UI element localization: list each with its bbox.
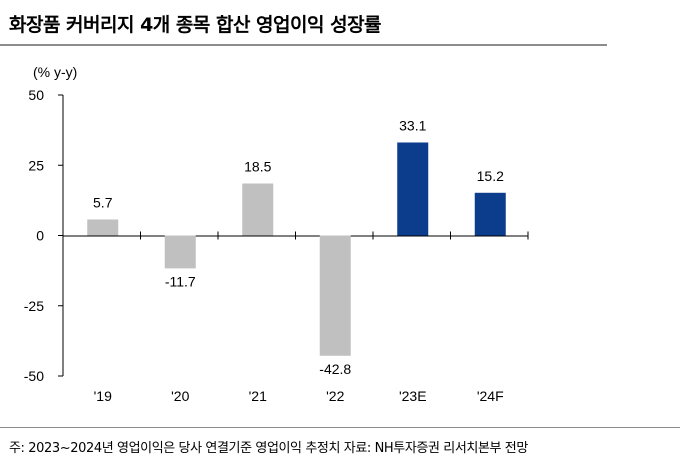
bar-chart: (% y-y) 50 25 0 -25 -50 5.7 -11.7 18.5 -42.8 33.… (24, 64, 529, 404)
y-tick-label: -25 (24, 298, 44, 314)
bar-20 (164, 235, 196, 269)
title-divider (0, 44, 607, 46)
bar-22 (319, 235, 351, 356)
data-label: -42.8 (319, 361, 351, 377)
y-axis-ticks: 50 25 0 -25 -50 (24, 87, 529, 384)
category-label: '23E (399, 388, 427, 404)
chart-title: 화장품 커버리지 4개 종목 합산 영업이익 성장률 (9, 14, 382, 36)
category-label: '24F (477, 388, 504, 404)
source-note: 주: 2023~2024년 영업이익은 당사 연결기준 영업이익 추정치 자료:… (9, 441, 528, 456)
data-label: 18.5 (244, 159, 271, 175)
category-label: '19 (94, 388, 112, 404)
category-label: '21 (249, 388, 267, 404)
category-label: '20 (171, 388, 189, 404)
data-label: 5.7 (93, 194, 113, 210)
y-tick-label: -50 (24, 368, 44, 384)
bar-19 (87, 219, 119, 236)
category-labels: '19 '20 '21 '22 '23E '24F (94, 388, 504, 404)
data-labels: 5.7 -11.7 18.5 -42.8 33.1 15.2 (93, 117, 504, 376)
bar-23E (397, 142, 429, 236)
y-tick-label: 50 (28, 87, 44, 103)
bar-21 (242, 183, 274, 236)
category-label: '22 (326, 388, 344, 404)
y-axis-unit-label: (% y-y) (33, 64, 77, 80)
bar-24F (474, 192, 506, 236)
bar-series (87, 142, 506, 356)
data-label: -11.7 (165, 273, 196, 289)
y-tick-label: 0 (36, 228, 44, 244)
footer-divider (0, 427, 680, 428)
data-label: 15.2 (477, 168, 504, 184)
data-label: 33.1 (399, 117, 426, 133)
y-tick-label: 25 (28, 157, 44, 173)
